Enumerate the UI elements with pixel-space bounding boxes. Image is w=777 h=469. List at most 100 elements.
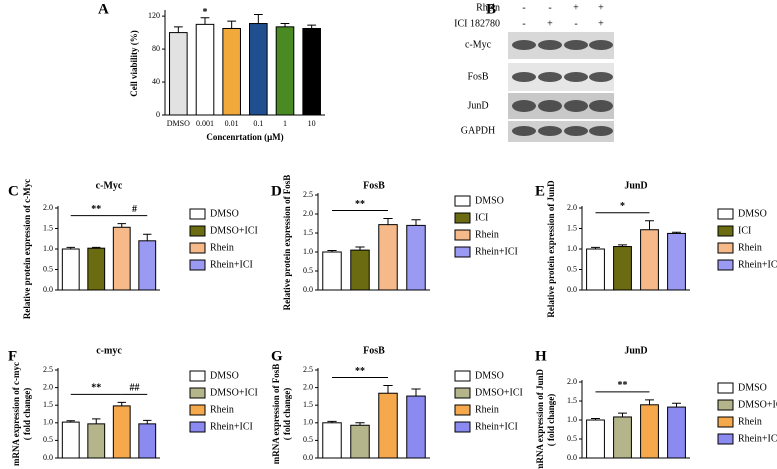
legend-label: DMSO	[738, 208, 767, 219]
legend-label: Rhein	[210, 404, 234, 415]
y-axis-label: Relative protein expression of JunD	[546, 180, 556, 318]
legend-swatch	[189, 404, 206, 416]
legend-swatch	[454, 212, 471, 224]
bar	[138, 240, 157, 291]
error-bar	[92, 418, 101, 424]
error-bar	[117, 223, 126, 228]
y-tick-label: 1.0	[567, 415, 577, 424]
y-tick-label: 1.5	[43, 400, 53, 409]
y-axis-label: ( fold change)	[546, 394, 556, 447]
blot-band	[589, 100, 613, 112]
error-bar	[66, 420, 75, 423]
legend-swatch	[717, 208, 734, 220]
panel-label: G	[271, 348, 283, 364]
y-tick-label: 0.0	[567, 453, 577, 462]
legend-label: Rhein	[210, 242, 234, 253]
bar	[169, 32, 188, 116]
error-bar	[355, 422, 365, 426]
y-tick-label: 2.0	[567, 203, 577, 212]
panel-label: C	[8, 183, 19, 199]
legend-swatch	[717, 242, 734, 254]
significance: **	[355, 366, 365, 377]
legend-swatch	[454, 195, 471, 207]
legend-label: ICI	[738, 225, 751, 236]
y-tick-label: 120	[148, 11, 160, 20]
protein-label: JunD	[467, 100, 488, 111]
bar	[378, 224, 398, 291]
x-tick-label: 1	[283, 119, 287, 128]
error-bar	[92, 246, 101, 249]
legend-label: Rhein+ICI	[210, 259, 253, 270]
legend-swatch	[717, 416, 734, 428]
legend-label: DMSO	[210, 370, 239, 381]
bar	[350, 424, 370, 459]
condition-sign: -	[574, 18, 577, 29]
condition-sign: -	[522, 18, 525, 29]
chart-title: FosB	[363, 345, 385, 356]
bar	[222, 27, 241, 116]
legend-label: Rhein+ICI	[210, 421, 253, 432]
chart-panel: H JunD 0.0 0.5 1.0 1.5 2.0 mRNA expression of J…	[535, 345, 777, 469]
blot-band	[538, 40, 562, 50]
legend-label: DMSO	[475, 370, 504, 381]
bar	[378, 392, 398, 459]
blot-band	[564, 126, 588, 136]
bar	[586, 248, 605, 291]
x-axis-label: Concenrtation (μM)	[206, 132, 283, 142]
legend-swatch	[454, 246, 471, 258]
bar	[613, 416, 632, 459]
error-bar	[591, 417, 600, 420]
y-tick-label: 2.5	[43, 365, 53, 374]
chart-panel: D FosB 0.0 0.5 1.0 1.5 2.0 2.5 Relative protein …	[271, 175, 518, 311]
y-tick-label: 0.0	[303, 285, 313, 294]
x-tick-label: 0.001	[196, 119, 214, 128]
x-tick-label: DMSO	[167, 119, 190, 128]
error-bar	[591, 246, 600, 249]
condition-sign: +	[598, 18, 604, 29]
legend-swatch	[454, 229, 471, 241]
legend-label: ICI	[475, 212, 488, 223]
y-tick-label: 40	[152, 77, 160, 86]
condition-label: ICI 182780	[454, 18, 500, 29]
legend-swatch	[189, 225, 206, 237]
significance: *	[620, 201, 625, 212]
error-bar	[383, 218, 393, 225]
legend-swatch	[454, 387, 471, 399]
y-tick-label: 0.0	[43, 453, 53, 462]
y-tick-label: 1.0	[567, 244, 577, 253]
chart-title: JunD	[624, 345, 647, 356]
error-bar	[307, 24, 317, 29]
legend-label: Rhein+ICI	[475, 421, 518, 432]
bar	[350, 249, 370, 291]
error-bar	[645, 220, 654, 230]
blot-band	[564, 40, 588, 50]
y-axis-label: ( fold change)	[22, 388, 32, 441]
chart-panel: G FosB 0.0 0.5 1.0 1.5 2.0 2.5 mRNA expression o…	[271, 345, 523, 464]
y-tick-label: 0.0	[567, 285, 577, 294]
legend-label: Rhein+ICI	[475, 246, 518, 257]
blot-band	[589, 40, 613, 50]
error-bar	[355, 246, 365, 251]
condition-label: Rhein	[476, 2, 500, 13]
bar	[87, 247, 106, 291]
y-tick-label: 2.5	[303, 190, 313, 199]
error-bar	[618, 244, 627, 247]
y-tick-label: 1.5	[567, 223, 577, 232]
significance: **	[91, 204, 101, 215]
y-axis-label: mRNA expression of c-myc	[11, 362, 21, 466]
significance: *	[203, 7, 208, 18]
legend-swatch	[189, 370, 206, 382]
error-bar	[143, 419, 152, 424]
error-bar	[253, 13, 263, 24]
x-tick-label: 0.1	[253, 119, 263, 128]
blot-band	[589, 126, 613, 136]
bar	[87, 423, 106, 459]
error-bar	[280, 23, 290, 27]
error-bar	[227, 20, 237, 29]
legend-swatch	[717, 433, 734, 445]
y-tick-label: 1.5	[303, 228, 313, 237]
y-tick-label: 0.5	[567, 264, 577, 273]
condition-sign: +	[573, 2, 579, 13]
condition-sign: +	[547, 18, 553, 29]
